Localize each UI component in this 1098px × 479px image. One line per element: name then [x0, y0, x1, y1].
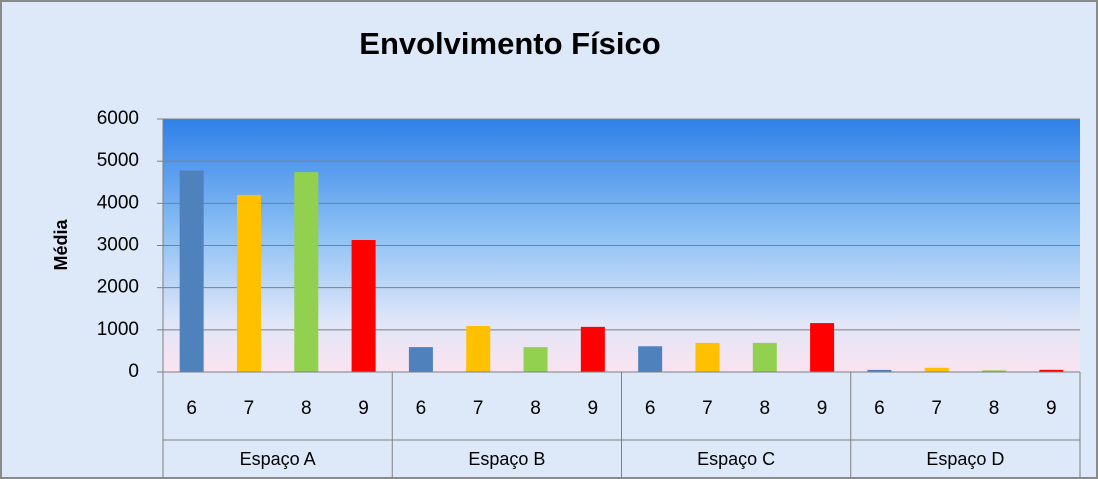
bar — [752, 342, 777, 372]
bar — [1039, 369, 1064, 372]
bar — [924, 367, 949, 372]
x-tick-label: Espaço D — [926, 449, 1004, 469]
bar — [466, 326, 491, 372]
x-subcategory-label: 9 — [358, 398, 369, 419]
bar — [982, 370, 1007, 372]
x-subcategory-label: 6 — [645, 398, 656, 419]
x-subcategory-label: 8 — [530, 398, 541, 419]
x-subcategory-label: 7 — [473, 398, 484, 419]
x-subcategory-label: 8 — [759, 398, 770, 419]
y-tick-label: 0 — [128, 361, 139, 382]
bar — [867, 369, 892, 372]
x-subcategory-label: 7 — [931, 398, 942, 419]
x-subcategory-label: 6 — [874, 398, 885, 419]
x-subcategory-label: 8 — [989, 398, 1000, 419]
bar — [179, 170, 204, 372]
x-subcategory-label: 9 — [1046, 398, 1057, 419]
x-subcategory-label: 7 — [244, 398, 255, 419]
bar — [294, 172, 319, 372]
x-tick-label: Espaço A — [240, 449, 316, 469]
y-tick-label: 5000 — [97, 150, 139, 171]
x-subcategory-label: 6 — [416, 398, 427, 419]
bar — [236, 194, 261, 372]
x-tick-label: Espaço C — [697, 449, 775, 469]
y-axis-label: Média — [51, 219, 71, 271]
bar — [810, 323, 835, 372]
bar — [580, 326, 605, 372]
y-tick-label: 2000 — [97, 277, 139, 298]
x-subcategory-label: 6 — [186, 398, 197, 419]
x-tick-label: Espaço B — [468, 449, 545, 469]
x-subcategory-label: 9 — [817, 398, 828, 419]
bar — [695, 342, 720, 372]
bar — [351, 240, 376, 372]
bar — [638, 346, 663, 372]
bar — [408, 347, 433, 372]
chart-title: Envolvimento Físico — [359, 26, 660, 61]
x-subcategory-label: 8 — [301, 398, 312, 419]
y-tick-label: 1000 — [97, 319, 139, 340]
x-subcategory-label: 7 — [702, 398, 713, 419]
x-subcategory-label: 9 — [588, 398, 599, 419]
y-tick-label: 3000 — [97, 235, 139, 256]
bar — [523, 347, 548, 372]
y-tick-label: 4000 — [97, 192, 139, 213]
y-tick-label: 6000 — [97, 108, 139, 129]
